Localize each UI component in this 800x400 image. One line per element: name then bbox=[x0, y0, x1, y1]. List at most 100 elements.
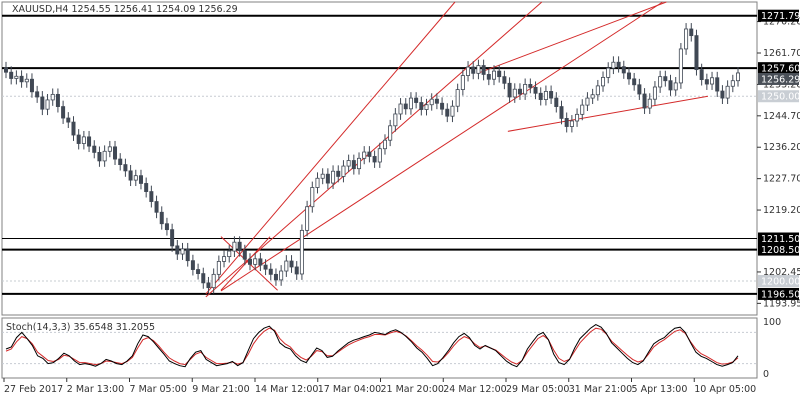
candle-body bbox=[19, 75, 24, 83]
price-tick-label: 1227.70 bbox=[763, 174, 800, 185]
time-axis: 27 Feb 2017 2 Mar 13:00 7 Mar 05:00 9 Mar 2… bbox=[3, 378, 756, 395]
level-tag: 1271.79 bbox=[758, 9, 800, 22]
candle-body bbox=[190, 260, 195, 270]
channel-line bbox=[220, 236, 271, 291]
candle-body bbox=[40, 96, 45, 110]
candle-body bbox=[357, 157, 362, 170]
candle-body bbox=[393, 113, 398, 127]
candle-body bbox=[626, 72, 631, 80]
candle-body bbox=[149, 191, 154, 202]
candle-body bbox=[715, 77, 720, 92]
candle-body bbox=[227, 250, 232, 258]
horizontal-levels bbox=[2, 14, 757, 295]
candle-body bbox=[92, 145, 97, 153]
candle-body bbox=[118, 158, 123, 165]
candle-body bbox=[606, 67, 611, 78]
candle-body bbox=[201, 273, 206, 284]
time-tick-label: 29 Mar 05:00 bbox=[506, 384, 569, 395]
candle-body bbox=[460, 75, 465, 90]
candle-body bbox=[720, 90, 725, 99]
level-tag-box bbox=[758, 90, 799, 103]
channel-line bbox=[220, 1, 663, 292]
candle-body bbox=[445, 108, 450, 117]
candle-body bbox=[528, 84, 533, 88]
candle-body bbox=[175, 245, 180, 255]
current-price-box bbox=[758, 72, 799, 85]
level-tag-label: 1200.00 bbox=[761, 277, 800, 288]
candle-body bbox=[730, 80, 735, 87]
candle-body bbox=[419, 102, 424, 110]
candle-body bbox=[689, 28, 694, 37]
candle-body bbox=[273, 273, 278, 281]
time-tick-label: 24 Mar 12:00 bbox=[443, 384, 506, 395]
candle-body bbox=[699, 69, 704, 81]
time-tick-label: 2 Mar 13:00 bbox=[67, 384, 124, 395]
candle-body bbox=[497, 70, 502, 78]
candle-body bbox=[216, 261, 221, 275]
candle-body bbox=[611, 61, 616, 69]
candle-body bbox=[341, 165, 346, 177]
candle-body bbox=[652, 86, 657, 100]
candle-body bbox=[29, 78, 34, 93]
candle-body bbox=[71, 121, 76, 136]
stoch-panel-frame bbox=[1, 317, 758, 379]
price-panel-frame bbox=[1, 1, 758, 316]
time-tick-label: 10 Apr 05:00 bbox=[694, 384, 756, 395]
candle-body bbox=[289, 260, 294, 268]
candle-body bbox=[450, 105, 455, 117]
candle-body bbox=[632, 78, 637, 86]
time-tick-label: 21 Mar 20:00 bbox=[381, 384, 444, 395]
candle-body bbox=[440, 102, 445, 110]
candle-body bbox=[575, 113, 580, 122]
candle-body bbox=[325, 173, 330, 184]
candle-body bbox=[517, 88, 522, 95]
candle-body bbox=[61, 106, 66, 119]
candle-body bbox=[81, 136, 86, 144]
candle-body bbox=[736, 72, 741, 82]
candle-body bbox=[549, 91, 554, 99]
candle-body bbox=[24, 78, 29, 83]
candle-body bbox=[580, 104, 585, 115]
price-axis: 1270.201261.701253.201244.701236.201227.… bbox=[757, 9, 800, 309]
candle-body bbox=[128, 170, 133, 181]
candle-body bbox=[76, 134, 81, 144]
current-price-label: 1256.29 bbox=[761, 74, 800, 85]
candle-body bbox=[559, 106, 564, 119]
candle-body bbox=[102, 150, 107, 162]
candle-body bbox=[279, 270, 284, 281]
candle-body bbox=[564, 118, 569, 127]
candle-body bbox=[211, 273, 216, 289]
current-price-tag: 1256.29 bbox=[758, 72, 800, 85]
candle-body bbox=[710, 77, 715, 85]
candle-body bbox=[507, 82, 512, 98]
candle-body bbox=[87, 136, 92, 147]
level-tag: 1257.60 bbox=[758, 62, 800, 75]
candle-body bbox=[14, 75, 19, 79]
candle-body bbox=[569, 120, 574, 127]
candle-body bbox=[180, 248, 185, 255]
candle-body bbox=[424, 104, 429, 110]
level-tag: 1250.00 bbox=[758, 90, 800, 103]
candle-body bbox=[185, 248, 190, 262]
channel-line bbox=[205, 1, 543, 298]
candle-body bbox=[408, 97, 413, 110]
candle-body bbox=[232, 241, 237, 252]
candle-body bbox=[253, 258, 258, 265]
candle-body bbox=[725, 85, 730, 99]
candle-body bbox=[113, 146, 118, 160]
price-series bbox=[4, 23, 741, 294]
time-tick-label: 14 Mar 12:00 bbox=[255, 384, 318, 395]
level-tag-box bbox=[758, 9, 799, 22]
candle-body bbox=[268, 268, 273, 275]
channel-lines bbox=[205, 1, 709, 298]
level-tag-label: 1208.50 bbox=[761, 245, 800, 256]
candle-body bbox=[154, 201, 159, 213]
time-tick-label: 17 Mar 04:00 bbox=[318, 384, 381, 395]
candle-body bbox=[601, 76, 606, 87]
candle-body bbox=[242, 250, 247, 260]
channel-line bbox=[507, 95, 709, 132]
candle-body bbox=[164, 223, 169, 231]
candle-body bbox=[673, 82, 678, 91]
candle-body bbox=[331, 170, 336, 184]
